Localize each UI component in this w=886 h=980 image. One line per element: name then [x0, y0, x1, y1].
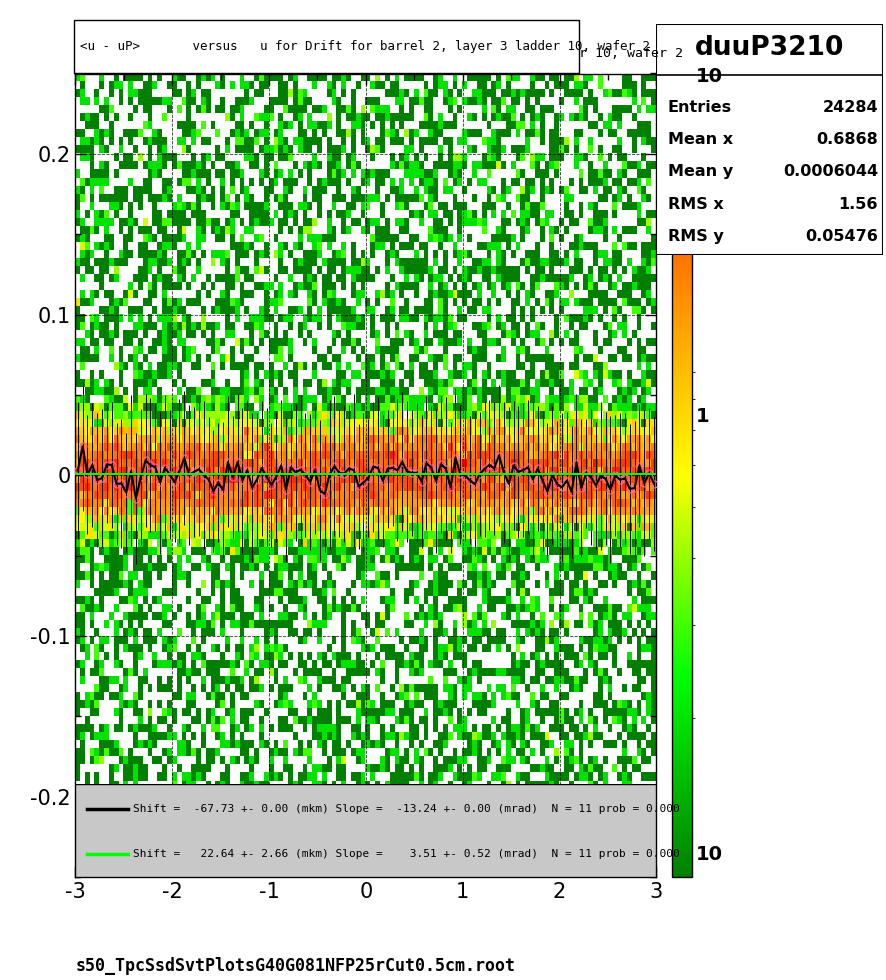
Text: 1.56: 1.56 — [837, 197, 877, 212]
Text: Mean x: Mean x — [667, 132, 732, 147]
Text: 0.05476: 0.05476 — [804, 229, 877, 244]
Text: 10: 10 — [696, 67, 722, 86]
Text: s50_TpcSsdSvtPlotsG40G081NFP25rCut0.5cm.root: s50_TpcSsdSvtPlotsG40G081NFP25rCut0.5cm.… — [75, 957, 515, 975]
Text: duuP3210: duuP3210 — [694, 34, 843, 61]
Text: 24284: 24284 — [821, 100, 877, 115]
Text: RMS x: RMS x — [667, 197, 723, 212]
Text: Shift =   22.64 +- 2.66 (mkm) Slope =    3.51 +- 0.52 (mrad)  N = 11 prob = 0.00: Shift = 22.64 +- 2.66 (mkm) Slope = 3.51… — [133, 849, 680, 858]
Text: Entries: Entries — [667, 100, 731, 115]
Text: RMS y: RMS y — [667, 229, 723, 244]
Text: Shift =  -67.73 +- 0.00 (mkm) Slope =  -13.24 +- 0.00 (mrad)  N = 11 prob = 0.00: Shift = -67.73 +- 0.00 (mkm) Slope = -13… — [133, 805, 680, 814]
Text: 1: 1 — [696, 407, 709, 426]
Text: 0.0006044: 0.0006044 — [782, 165, 877, 179]
Text: Mean y: Mean y — [667, 165, 732, 179]
Text: <u - uP>       versus   u for Drift for barrel 2, layer 3 ladder 10, wafer 2: <u - uP> versus u for Drift for barrel 2… — [75, 47, 682, 61]
Text: 0.6868: 0.6868 — [815, 132, 877, 147]
Text: <u - uP>       versus   u for Drift for barrel 2, layer 3 ladder 10, wafer 2: <u - uP> versus u for Drift for barrel 2… — [80, 39, 649, 53]
Text: 10: 10 — [696, 845, 722, 864]
